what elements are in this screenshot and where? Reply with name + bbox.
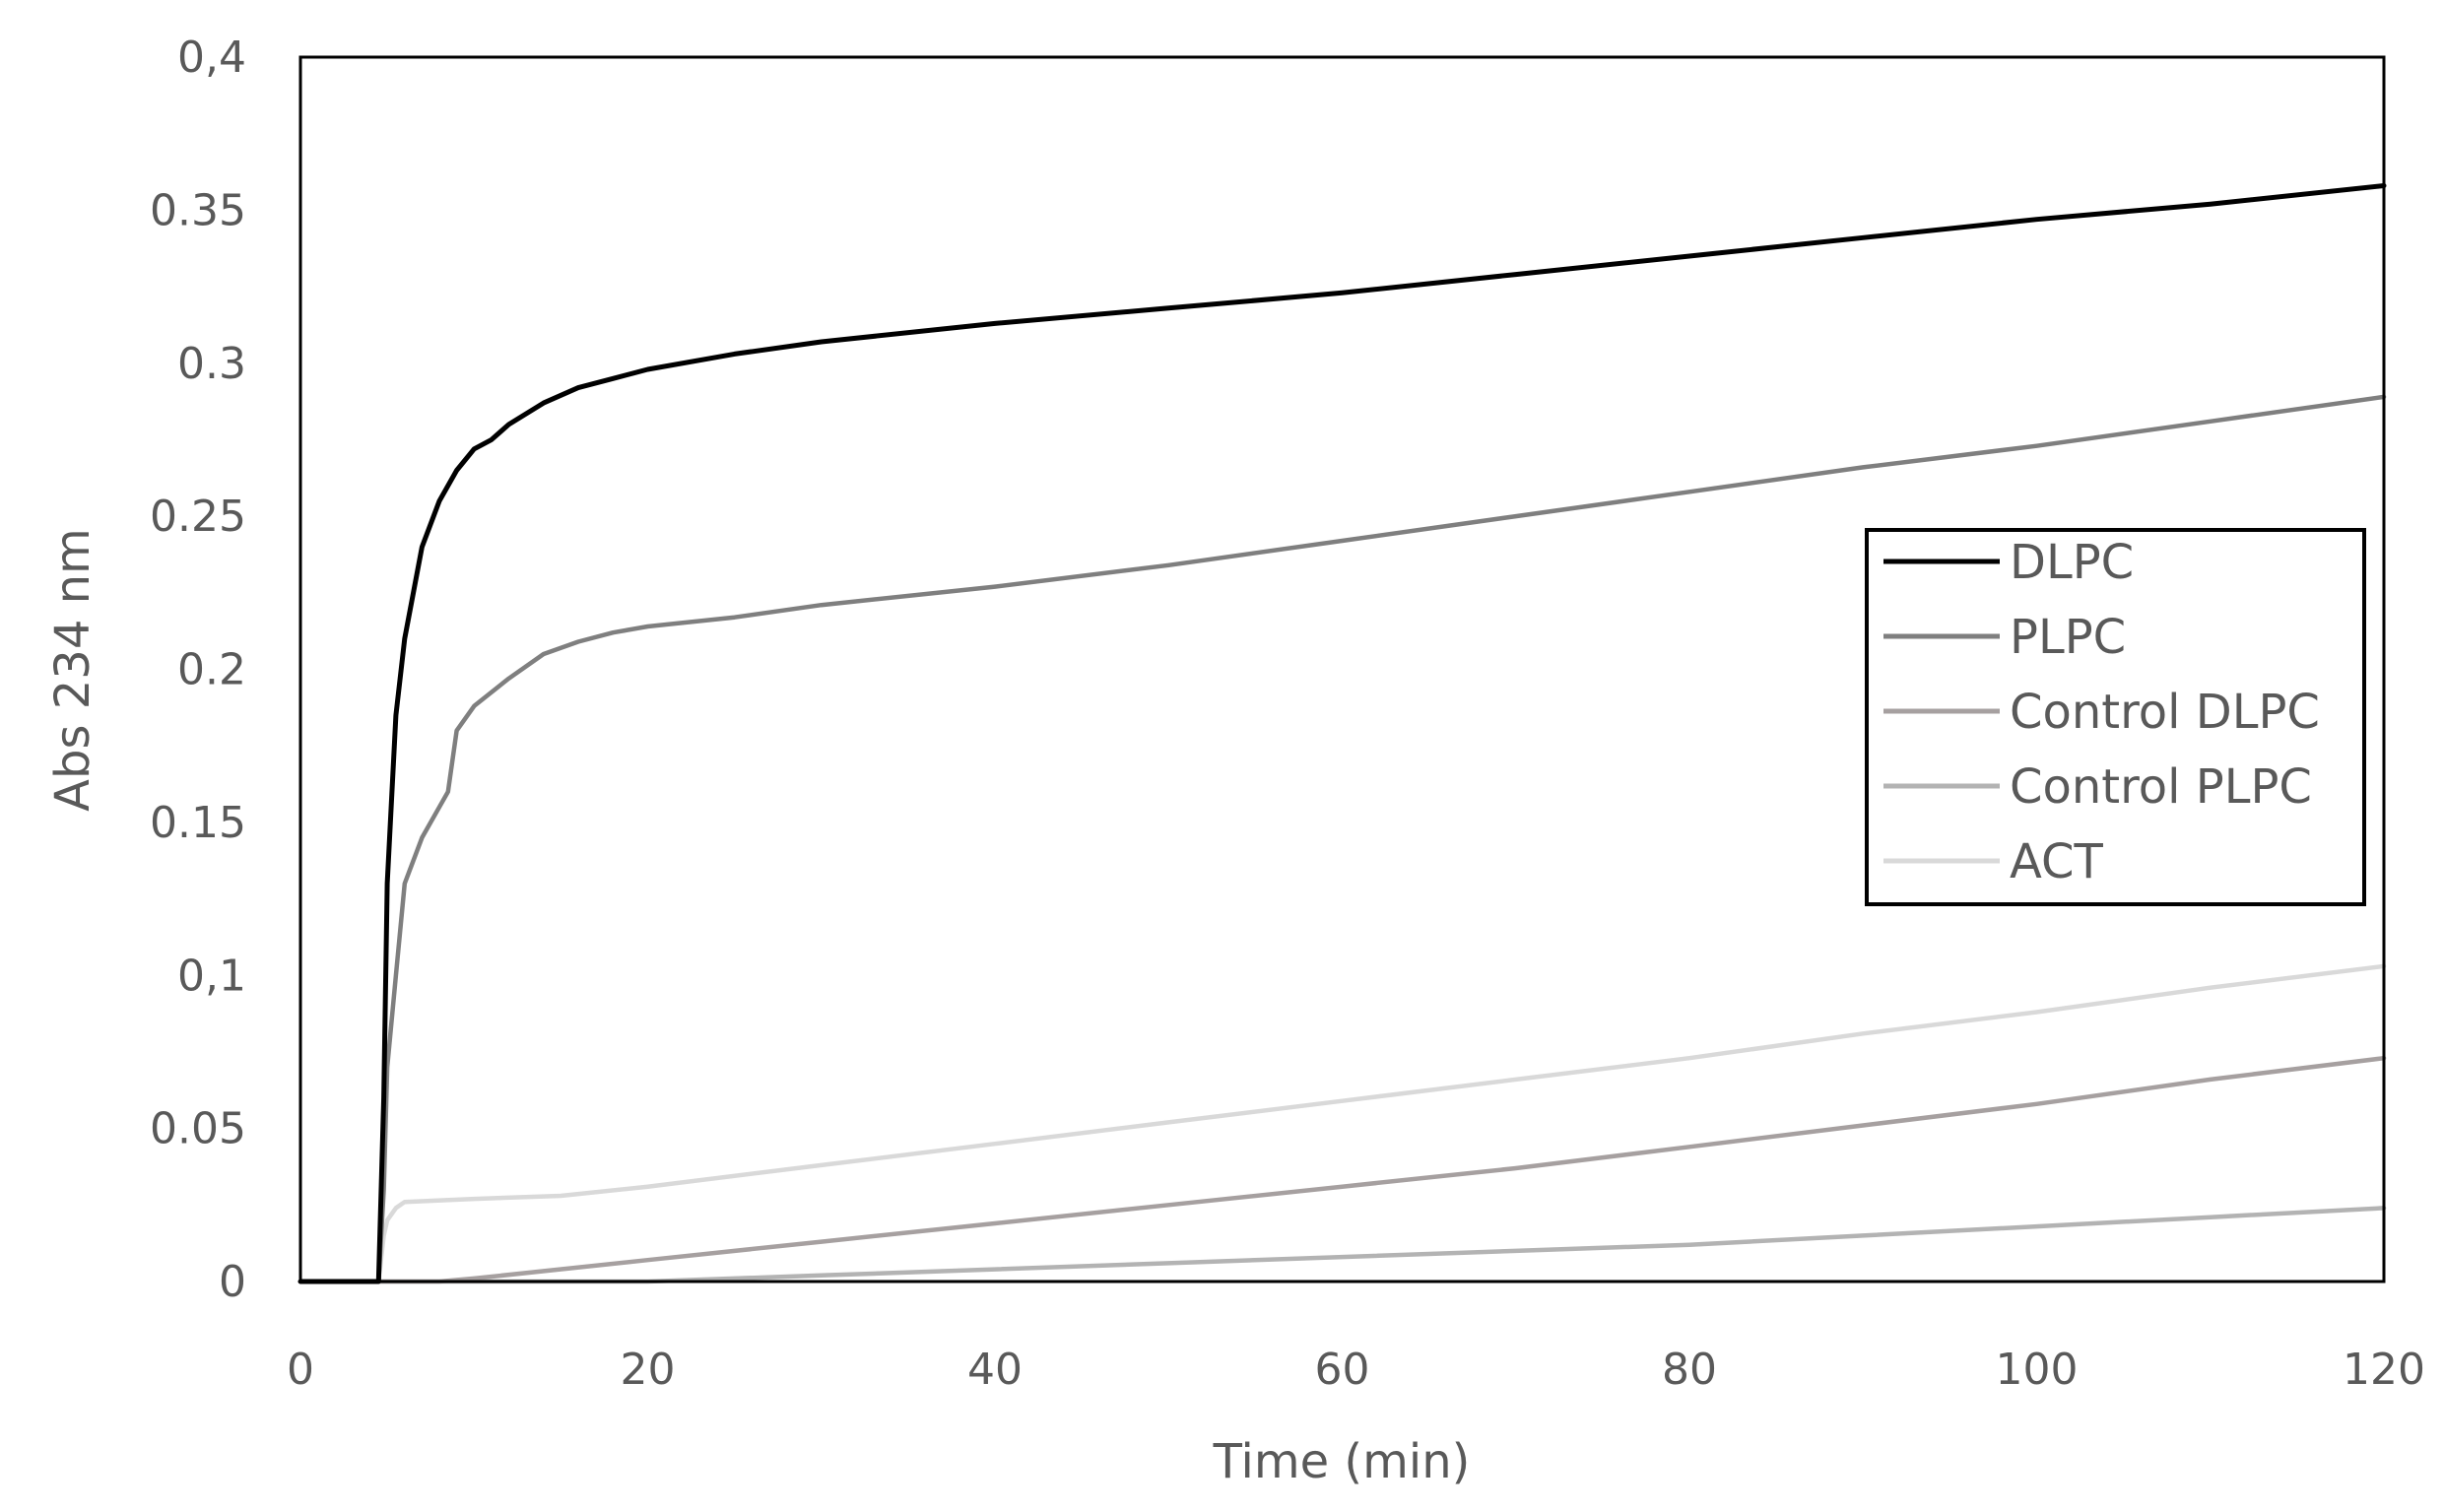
legend-label-act: ACT xyxy=(2010,834,2104,889)
plot-area-frame xyxy=(298,55,2386,1283)
y-tick-label: 0.35 xyxy=(150,185,246,235)
x-tick-label: 80 xyxy=(1662,1345,1717,1395)
x-tick-label: 40 xyxy=(967,1345,1023,1395)
series-line-act xyxy=(297,963,2387,1284)
series-line-control-dlpc xyxy=(297,1055,2387,1284)
x-tick-label: 100 xyxy=(1996,1345,2079,1395)
legend-label-control-dlpc: Control DLPC xyxy=(2010,685,2320,740)
y-tick-label: 0.2 xyxy=(177,645,246,695)
y-tick-label: 0.05 xyxy=(150,1104,246,1154)
y-tick-label: 0,1 xyxy=(177,951,246,1001)
series-line-plpc xyxy=(297,394,2387,1284)
series-line-dlpc xyxy=(297,183,2387,1284)
legend-label-control-plpc: Control PLPC xyxy=(2010,759,2312,815)
y-axis-ticks: 0 0.05 0,1 0.15 0.2 0.25 0.3 0.35 0,4 xyxy=(150,33,246,1307)
y-tick-label: 0.15 xyxy=(150,798,246,848)
x-tick-label: 60 xyxy=(1315,1345,1370,1395)
series-line-control-plpc xyxy=(297,1206,2387,1284)
series-layer xyxy=(297,183,2387,1284)
legend: DLPC PLPC Control DLPC Control PLPC ACT xyxy=(1865,528,2366,906)
legend-box xyxy=(1865,528,2366,906)
x-tick-label: 0 xyxy=(287,1345,314,1395)
x-axis-title: Time (min) xyxy=(1213,1434,1471,1489)
x-tick-label: 120 xyxy=(2343,1345,2425,1395)
y-tick-label: 0.25 xyxy=(150,492,246,542)
x-tick-label: 20 xyxy=(621,1345,676,1395)
legend-label-dlpc: DLPC xyxy=(2010,535,2134,590)
y-tick-label: 0 xyxy=(219,1257,246,1307)
y-tick-label: 0,4 xyxy=(177,33,246,83)
y-tick-label: 0.3 xyxy=(177,339,246,389)
legend-items: DLPC PLPC Control DLPC Control PLPC ACT xyxy=(1883,535,2320,889)
legend-label-plpc: PLPC xyxy=(2010,610,2126,665)
y-axis-title: Abs 234 nm xyxy=(45,528,100,812)
x-axis-ticks: 0 20 40 60 80 100 120 xyxy=(287,1345,2425,1395)
